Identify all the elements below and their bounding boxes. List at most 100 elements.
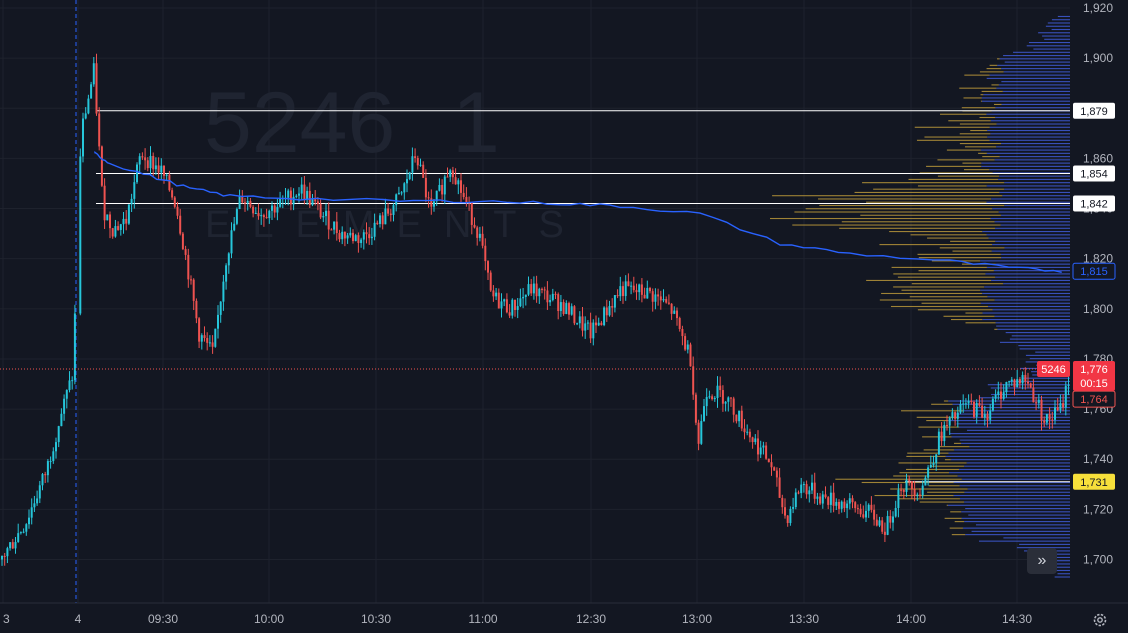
time-axis[interactable] <box>0 603 1128 633</box>
symbol-tag <box>1037 360 1070 377</box>
candle-body <box>246 200 249 203</box>
volume-bar <box>893 273 986 275</box>
volume-bar <box>1048 563 1070 565</box>
candle-body <box>657 294 660 297</box>
candle-body <box>643 294 646 299</box>
volume-bar <box>898 498 960 500</box>
volume-bar <box>996 146 1070 148</box>
vwap-line <box>94 151 1062 273</box>
candle-body <box>462 192 465 198</box>
price-tick-label: 1,820 <box>1083 252 1113 266</box>
candle-body <box>535 283 538 297</box>
volume-bar <box>926 165 982 167</box>
candle-body <box>92 63 95 85</box>
candle-body <box>25 524 28 532</box>
candle-body <box>797 492 800 494</box>
candle-body <box>125 218 128 224</box>
candle-body <box>883 531 886 535</box>
candle-body <box>1064 385 1067 408</box>
candle-body <box>22 531 25 533</box>
candle-body <box>829 492 832 505</box>
volume-bar <box>770 217 991 220</box>
poc-tag-text: 1,731 <box>1080 477 1108 489</box>
volume-bar <box>999 156 1070 158</box>
volume-bar <box>991 279 1070 281</box>
candle-body <box>805 484 808 495</box>
candle-body <box>100 146 103 186</box>
candle-body <box>395 194 398 206</box>
candle-body <box>994 394 997 399</box>
volume-bar <box>924 136 988 138</box>
candle-body <box>289 190 292 205</box>
candle-body <box>576 323 579 325</box>
candle-body <box>225 265 228 282</box>
candle-body <box>1059 403 1062 411</box>
candle-body <box>635 290 638 293</box>
candle-body <box>384 208 387 225</box>
candle-body <box>522 296 525 299</box>
candle-body <box>905 479 908 492</box>
volume-bar <box>908 178 999 180</box>
candle-body <box>811 482 813 491</box>
candle-body <box>854 502 857 509</box>
volume-bar <box>1004 204 1070 207</box>
volume-bar <box>1001 68 1070 70</box>
volume-bar <box>991 84 999 86</box>
settings-gear-icon[interactable] <box>1092 612 1108 628</box>
candle-body <box>667 302 670 304</box>
candle-body <box>181 233 184 250</box>
candle-body <box>600 322 603 326</box>
volume-bar <box>951 534 966 536</box>
candle-body <box>654 294 657 302</box>
candle-body <box>751 437 754 443</box>
candle-body <box>1 555 3 560</box>
candle-body <box>649 287 651 292</box>
candle-body <box>568 303 570 315</box>
candle-body <box>354 235 357 242</box>
volume-bar <box>969 446 1070 448</box>
candle-body <box>865 510 867 518</box>
candle-body <box>373 222 376 237</box>
candle-body <box>678 318 681 329</box>
candle-body <box>333 221 336 230</box>
volume-bar <box>901 289 981 291</box>
candle-body <box>954 412 957 419</box>
candle-body <box>192 279 195 301</box>
candle-body <box>970 400 973 403</box>
volume-bar <box>959 87 997 89</box>
candle-body <box>152 155 155 170</box>
candle-body <box>308 190 311 206</box>
candle-body <box>1040 399 1043 421</box>
volume-bar <box>986 185 1070 187</box>
volume-bar <box>992 309 1070 311</box>
candle-body <box>532 283 535 294</box>
price-axis[interactable] <box>1070 0 1128 603</box>
last-price-value: 1,776 <box>1080 364 1108 376</box>
candle-body <box>424 177 427 198</box>
candle-body <box>451 170 454 178</box>
vwap-tag-text: 1,815 <box>1080 266 1108 278</box>
candle-body <box>989 410 992 420</box>
volume-bar <box>964 74 990 76</box>
candle-body <box>773 467 776 471</box>
volume-bar <box>986 113 1070 115</box>
candle-body <box>441 184 444 195</box>
volume-bar <box>983 94 1070 96</box>
candle-body <box>765 445 768 459</box>
candle-body <box>206 338 209 343</box>
volume-bar <box>992 244 1070 246</box>
volume-bar <box>996 123 1070 125</box>
candle-body <box>632 285 635 291</box>
candle-body <box>397 192 400 195</box>
candle-body <box>227 253 230 266</box>
volume-bar <box>879 299 995 301</box>
volume-bar <box>835 478 962 480</box>
candle-body <box>838 501 840 509</box>
scroll-to-realtime-button[interactable]: » <box>1027 548 1057 574</box>
volume-bar <box>944 459 951 461</box>
volume-bar <box>909 296 988 298</box>
candle-body <box>827 497 830 505</box>
candle-body <box>262 215 265 218</box>
candle-body <box>195 300 198 319</box>
